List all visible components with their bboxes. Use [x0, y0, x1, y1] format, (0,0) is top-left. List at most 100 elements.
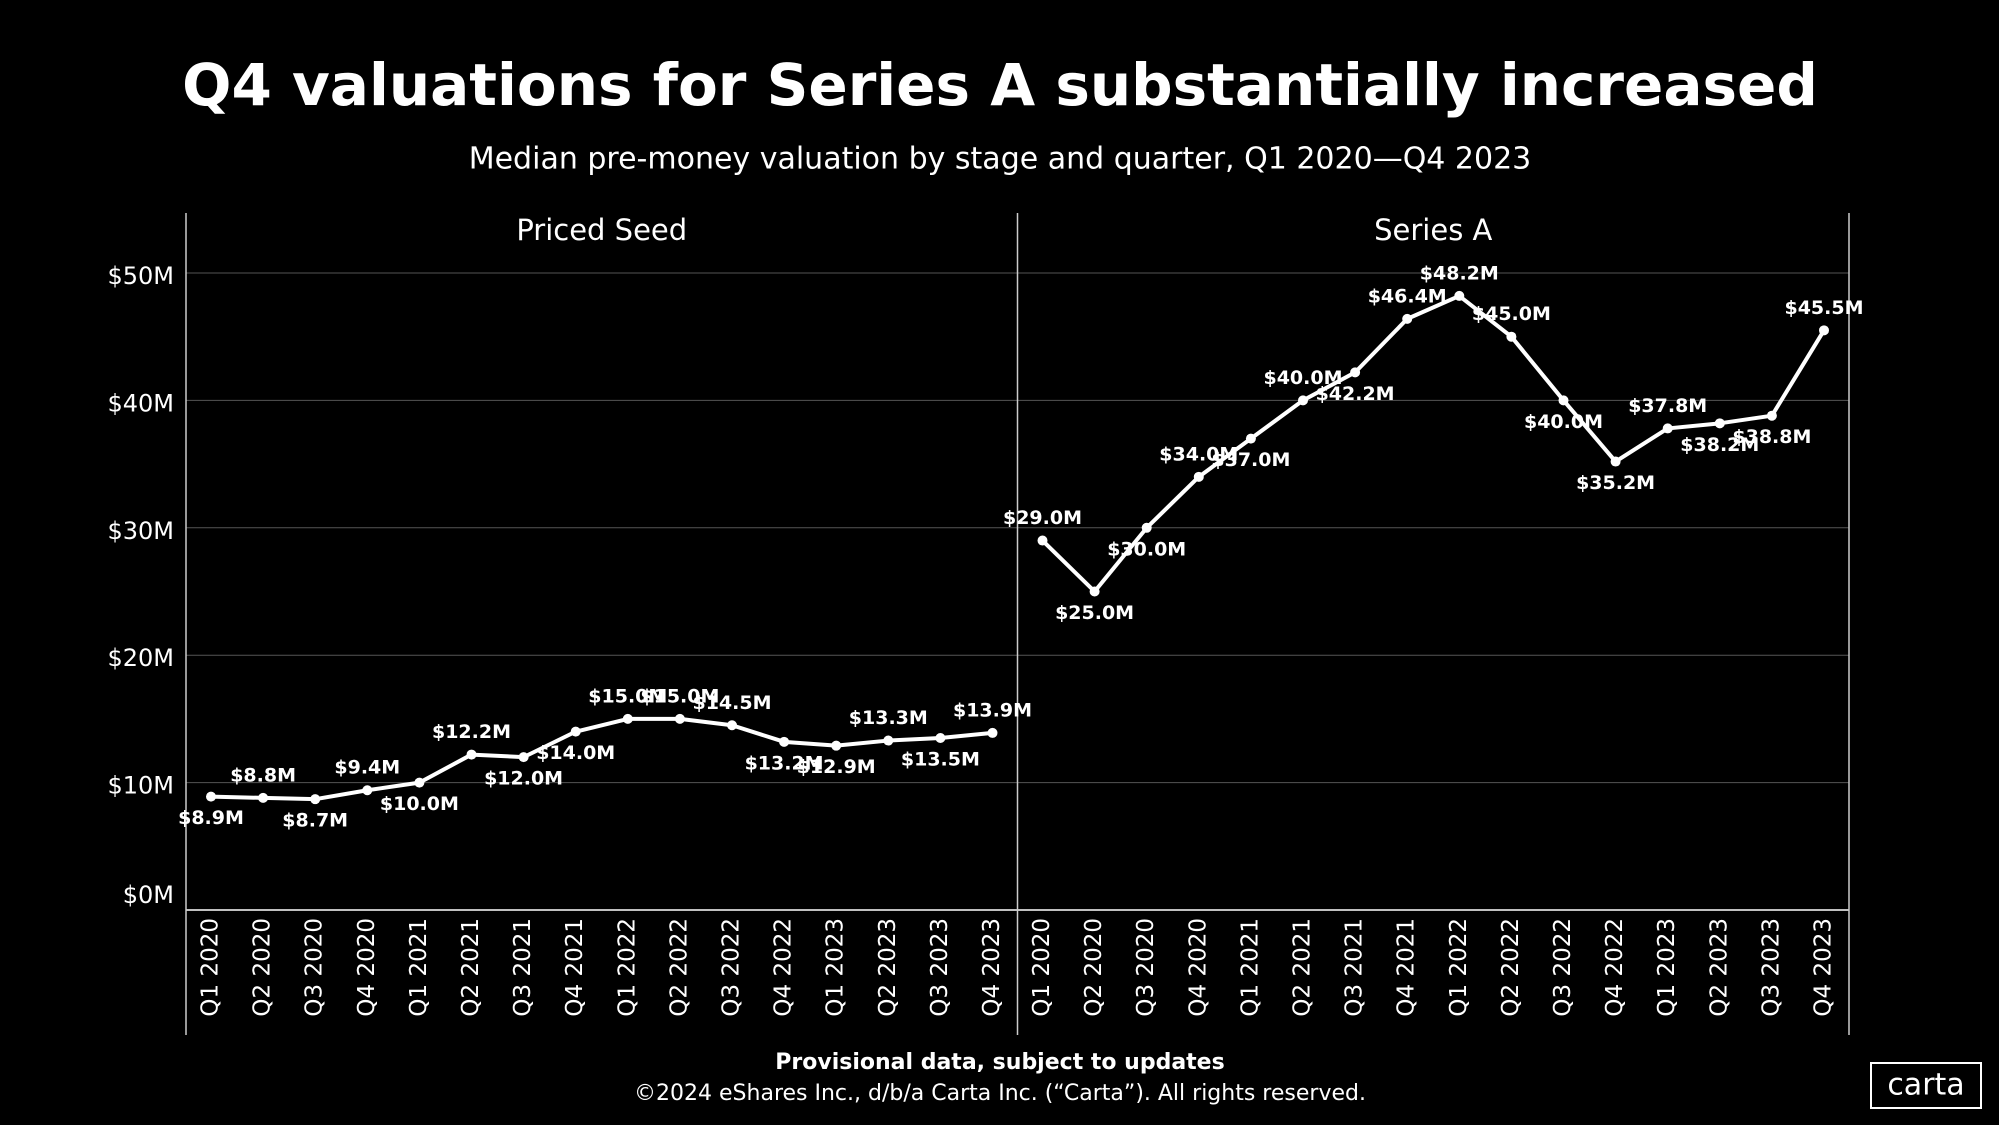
point [258, 792, 269, 803]
point [1558, 395, 1569, 406]
y-tick-label: $30M [107, 517, 174, 545]
point [987, 727, 998, 738]
point [1766, 410, 1777, 421]
x-tick-label: Q4 2023 [1811, 918, 1837, 1017]
chart-subtitle: Median pre-money valuation by stage and … [469, 142, 1532, 177]
x-tick-label: Q4 2020 [354, 918, 380, 1017]
data-label: $15.0M [640, 685, 719, 707]
data-label: $46.4M [1368, 285, 1447, 307]
data-label: $13.2M [745, 752, 824, 774]
point [1610, 456, 1621, 467]
point [1350, 367, 1361, 378]
line [1041, 293, 1826, 594]
x-tick-label: Q3 2020 [1133, 918, 1159, 1017]
point [622, 713, 633, 724]
point [414, 777, 425, 788]
point [1714, 418, 1725, 429]
line [210, 716, 993, 802]
data-label: $40.0M [1524, 411, 1603, 433]
point [674, 713, 685, 724]
point [1089, 586, 1100, 597]
data-label: $29.0M [1003, 507, 1082, 529]
x-tick-label: Q1 2021 [1237, 918, 1263, 1017]
x-tick-label: Q2 2021 [458, 918, 484, 1017]
footnote: Provisional data, subject to updates [775, 1050, 1224, 1075]
data-label: $12.2M [432, 721, 511, 743]
x-tick-label: Q2 2023 [1706, 918, 1732, 1017]
x-tick-label: Q2 2020 [250, 918, 276, 1017]
data-label: $12.0M [484, 768, 563, 790]
y-tick-label: $50M [107, 262, 174, 290]
point [831, 740, 842, 751]
data-label: $40.0M [1263, 367, 1342, 389]
y-tick-label: $10M [107, 772, 174, 800]
logo: carta [1887, 1068, 1964, 1103]
copyright: ©2024 eShares Inc., d/b/a Carta Inc. (“C… [634, 1081, 1366, 1106]
data-label: $14.0M [536, 742, 615, 764]
data-label: $48.2M [1420, 262, 1499, 284]
x-tick-label: Q2 2022 [1498, 918, 1524, 1017]
data-label: $37.0M [1211, 449, 1290, 471]
chart-title: Q4 valuations for Series A substantially… [182, 51, 1818, 119]
x-tick-label: Q2 2022 [666, 918, 692, 1017]
data-label: $10.0M [380, 793, 459, 815]
x-tick-label: Q3 2023 [1758, 918, 1784, 1017]
point [727, 720, 737, 731]
panel-title: Series A [1374, 213, 1492, 247]
x-tick-label: Q1 2020 [198, 918, 224, 1017]
x-tick-label: Q3 2021 [510, 918, 536, 1017]
x-tick-label: Q3 2022 [1550, 918, 1576, 1017]
x-tick-label: Q3 2022 [719, 918, 745, 1017]
data-label: $14.5M [692, 692, 771, 714]
x-tick-label: Q1 2021 [406, 918, 432, 1017]
data-label: $38.2M [1680, 434, 1759, 456]
x-tick-label: Q4 2022 [771, 918, 797, 1017]
data-label: $37.8M [1628, 395, 1707, 417]
x-tick-label: Q1 2022 [1446, 918, 1472, 1017]
x-tick-label: Q3 2023 [927, 918, 953, 1017]
point [1506, 331, 1517, 342]
data-label: $35.2M [1576, 472, 1655, 494]
x-tick-label: Q3 2020 [302, 918, 328, 1017]
data-label: $42.2M [1316, 383, 1395, 405]
x-tick-label: Q1 2023 [823, 918, 849, 1017]
x-tick-label: Q2 2021 [1290, 918, 1316, 1017]
point [362, 785, 373, 796]
x-tick-label: Q4 2020 [1185, 918, 1211, 1017]
x-tick-label: Q4 2021 [1394, 918, 1420, 1017]
point [206, 791, 216, 802]
data-label: $13.3M [849, 707, 928, 729]
data-label: $8.9M [178, 807, 244, 829]
data-label: $8.8M [230, 764, 296, 786]
y-tick-label: $0M [123, 881, 174, 909]
point [883, 735, 894, 746]
data-label: $13.9M [953, 699, 1032, 721]
point [1141, 522, 1152, 533]
x-tick-label: Q2 2023 [875, 918, 901, 1017]
point [1298, 395, 1308, 406]
data-label: $34.0M [1159, 443, 1238, 465]
point [1402, 313, 1413, 324]
x-tick-label: Q3 2021 [1342, 918, 1368, 1017]
data-label: $45.5M [1784, 297, 1863, 319]
x-tick-label: Q1 2023 [1654, 918, 1680, 1017]
data-label: $8.7M [282, 810, 348, 832]
panel-title: Priced Seed [516, 213, 687, 247]
logo-box [1870, 1062, 1982, 1109]
data-label: $30.0M [1107, 538, 1186, 560]
y-tick-label: $20M [107, 644, 174, 672]
data-label: $12.9M [797, 756, 876, 778]
data-label: $25.0M [1055, 602, 1134, 624]
point [1037, 535, 1048, 546]
data-label: $15.0M [588, 685, 667, 707]
point [518, 752, 529, 763]
x-tick-label: Q4 2022 [1602, 918, 1628, 1017]
point [310, 794, 321, 805]
point [1245, 433, 1256, 444]
point [1662, 423, 1673, 434]
y-tick-label: $40M [107, 389, 174, 417]
point [466, 749, 477, 760]
point [935, 733, 946, 744]
